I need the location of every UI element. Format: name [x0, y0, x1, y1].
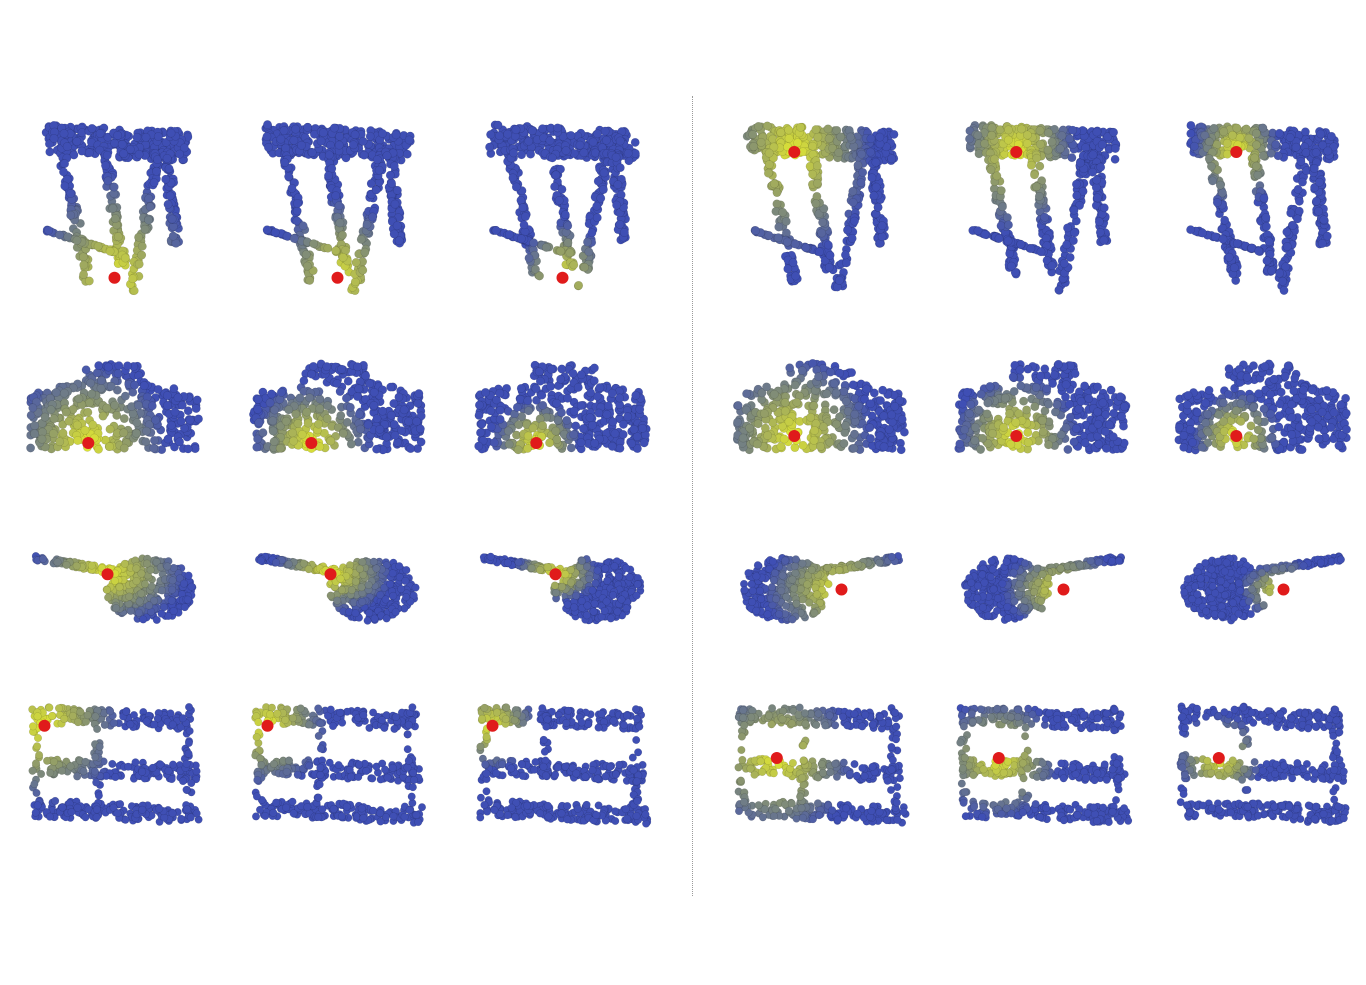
guitar-point-cloud [479, 552, 645, 625]
panel-left-car-1 [22, 340, 207, 490]
table-point-cloud [1186, 120, 1340, 295]
keypoint-marker [835, 583, 848, 596]
keypoint-marker [1212, 752, 1225, 764]
keypoint-marker [1230, 430, 1243, 442]
table-point-cloud [261, 120, 415, 296]
panel-right-car-1 [728, 340, 913, 490]
panel-left-table-1 [22, 110, 207, 305]
panel-left-shelf-3 [470, 690, 655, 840]
divider-line [692, 96, 693, 896]
keypoint-marker [261, 719, 274, 732]
panel-left-guitar-3 [470, 535, 655, 635]
panel-left-car-3 [470, 340, 655, 490]
keypoint-marker [992, 752, 1005, 764]
panel-right-guitar-2 [950, 535, 1135, 635]
panel-left-shelf-2 [245, 690, 430, 840]
car-point-cloud [1174, 359, 1351, 455]
keypoint-marker [788, 146, 801, 158]
keypoint-marker [1010, 430, 1023, 442]
panel-left-shelf-1 [22, 690, 207, 840]
panel-left-table-2 [245, 110, 430, 305]
shelf-point-cloud [476, 703, 652, 828]
keypoint-marker [101, 568, 114, 581]
keypoint-marker [1057, 583, 1070, 596]
table-point-cloud [41, 121, 193, 296]
panel-right-car-2 [950, 340, 1135, 490]
shelf-point-cloud [1176, 702, 1350, 827]
guitar-point-cloud [739, 551, 904, 625]
guitar-point-cloud [1180, 552, 1345, 625]
panel-right-shelf-2 [950, 690, 1135, 840]
panel-left-car-2 [245, 340, 430, 490]
keypoint-marker [1277, 583, 1290, 596]
guitar-point-cloud [31, 552, 197, 625]
panel-right-guitar-3 [1170, 535, 1355, 635]
panel-right-table-2 [950, 110, 1135, 305]
car-point-cloud [249, 359, 426, 455]
panel-left-guitar-2 [245, 535, 430, 635]
shelf-point-cloud [251, 703, 427, 827]
keypoint-marker [556, 271, 569, 284]
keypoint-marker [486, 719, 499, 732]
panel-left-table-3 [470, 110, 655, 305]
keypoint-marker [331, 271, 344, 284]
shelf-point-cloud [956, 704, 1133, 827]
car-point-cloud [474, 360, 651, 455]
shelf-point-cloud [28, 702, 203, 826]
keypoint-marker [549, 568, 562, 581]
keypoint-marker [108, 271, 121, 284]
panel-left-guitar-1 [22, 535, 207, 635]
panel-right-car-3 [1170, 340, 1355, 490]
panel-right-shelf-3 [1170, 690, 1355, 840]
panel-right-table-3 [1170, 110, 1355, 305]
car-point-cloud [732, 358, 909, 455]
keypoint-marker [770, 752, 783, 764]
table-point-cloud [965, 120, 1121, 295]
keypoint-marker [1010, 146, 1023, 158]
keypoint-marker [530, 437, 543, 449]
keypoint-marker [324, 568, 337, 581]
panel-right-guitar-1 [728, 535, 913, 635]
panel-right-table-1 [728, 110, 913, 305]
car-point-cloud [26, 360, 203, 455]
guitar-point-cloud [254, 552, 420, 625]
keypoint-marker [38, 719, 51, 732]
table-point-cloud [742, 121, 899, 292]
keypoint-marker [82, 437, 95, 449]
keypoint-marker [1230, 146, 1243, 158]
keypoint-marker [305, 437, 318, 449]
car-point-cloud [954, 359, 1131, 455]
keypoint-marker [788, 430, 801, 442]
table-point-cloud [485, 120, 640, 291]
guitar-point-cloud [960, 553, 1125, 624]
panel-right-shelf-1 [728, 690, 913, 840]
shelf-point-cloud [734, 703, 910, 827]
